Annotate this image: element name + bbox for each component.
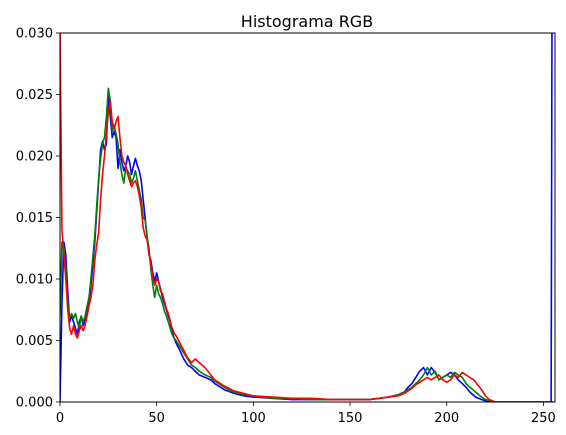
- series-layer: [60, 33, 554, 402]
- series-line-0: [60, 33, 553, 402]
- plot-area: [59, 32, 556, 403]
- x-axis: 0 50 100 150 200 250: [56, 402, 556, 426]
- y-axis: 0.000 0.005 0.010 0.015 0.020 0.025 0.030: [16, 27, 60, 411]
- y-tick-label: 0.010: [16, 273, 53, 288]
- x-tick-label: 250: [531, 411, 556, 426]
- series-line-1: [60, 87, 554, 402]
- y-tick-label: 0.015: [16, 211, 53, 226]
- series-line-2: [60, 33, 554, 402]
- x-tick-label: 200: [434, 411, 459, 426]
- x-tick-label: 0: [56, 411, 64, 426]
- x-tick-label: 100: [241, 411, 266, 426]
- y-tick-label: 0.020: [16, 150, 53, 165]
- x-tick-label: 50: [148, 411, 165, 426]
- plot-frame: [59, 32, 556, 403]
- y-tick-label: 0.025: [16, 88, 53, 103]
- chart-title: Histograma RGB: [241, 12, 373, 31]
- y-tick-label: 0.030: [16, 27, 53, 42]
- y-tick-label: 0.000: [16, 396, 53, 411]
- x-tick-label: 150: [338, 411, 363, 426]
- y-tick-label: 0.005: [16, 334, 53, 349]
